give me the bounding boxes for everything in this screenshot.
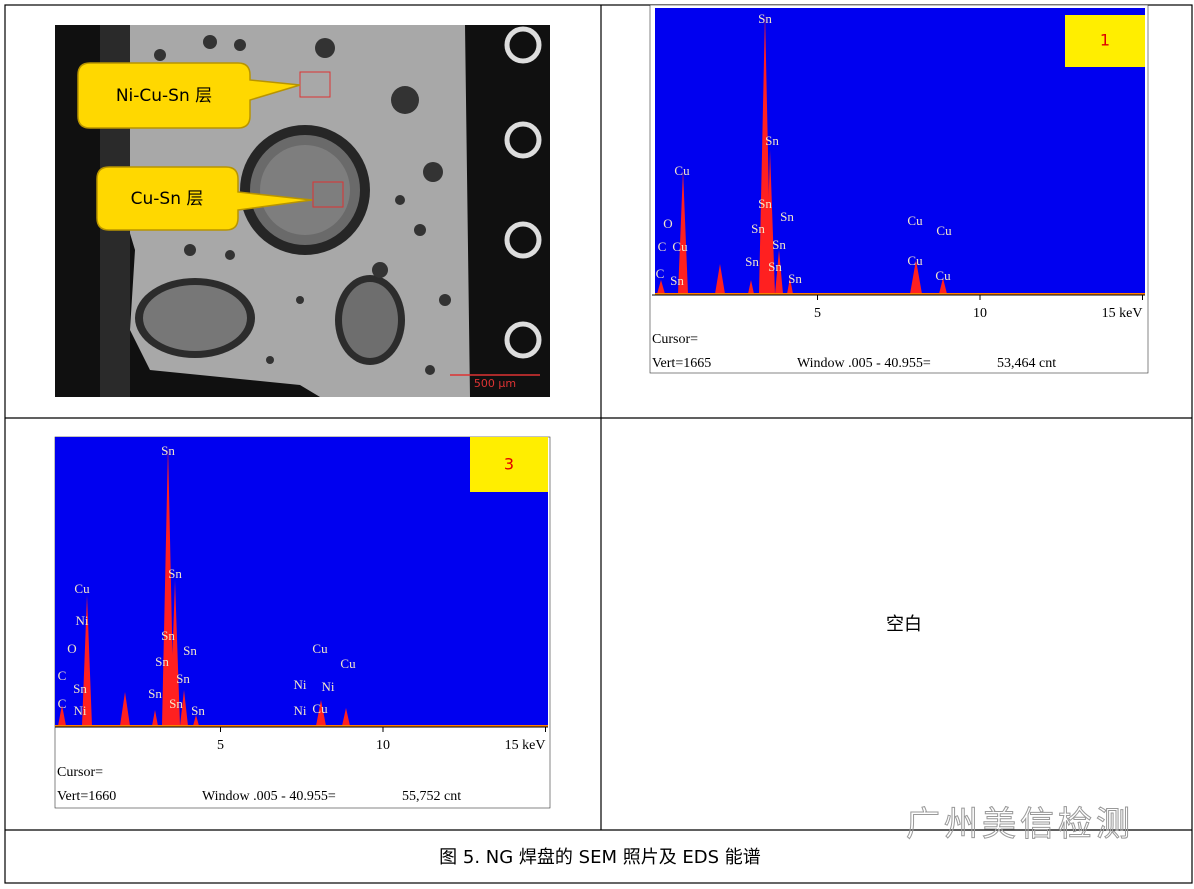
peak-label: Sn [148,686,162,701]
peak-label: C [658,239,667,254]
watermark: 广州美信检测 [906,805,1134,845]
peak-label: Cu [936,223,952,238]
callout-label: Cu-Sn 层 [131,189,204,209]
peak-label: Ni [322,679,335,694]
peak-label: Sn [758,196,772,211]
spectrum-id: 1 [1100,31,1110,50]
peak-label: Sn [745,254,759,269]
count-label: 53,464 cnt [997,356,1056,371]
peak-label: Cu [312,701,328,716]
peak-label: O [67,641,76,656]
tick-label: 5 [814,306,821,321]
tick-label: 5 [217,738,224,753]
tick-label: 10 [973,306,987,321]
sem-image: 500 μm Ni-Cu-Sn 层 Cu-Sn 层 [55,25,550,397]
callout-label: Ni-Cu-Sn 层 [116,86,212,106]
figure-caption: 图 5. NG 焊盘的 SEM 照片及 EDS 能谱 [439,847,761,868]
peak-label: C [58,696,67,711]
peak-label: Sn [788,271,802,286]
peak-label: Sn [169,696,183,711]
cursor-label: Cursor= [57,765,103,780]
peak-label: Cu [74,581,90,596]
page: 500 μm Ni-Cu-Sn 层 Cu-Sn 层 1SnSnCuOCCuSnS… [0,0,1194,885]
peak-label: Sn [758,11,772,26]
window-label: Window .005 - 40.955= [797,356,931,371]
peak-label: Sn [768,259,782,274]
window-label: Window .005 - 40.955= [202,789,336,804]
tick-label: 15 keV [1102,306,1143,321]
peak-label: Ni [294,677,307,692]
cursor-label: Cursor= [652,332,698,347]
peak-label: Cu [674,163,690,178]
spectrum-id: 3 [504,455,514,474]
peak-label: Sn [161,628,175,643]
count-label: 55,752 cnt [402,789,461,804]
tick-label: 10 [376,738,390,753]
peak-label: Sn [168,566,182,581]
peak-label: Cu [312,641,328,656]
peak-label: Sn [161,443,175,458]
peak-label: Sn [176,671,190,686]
scale-bar: 500 μm [474,377,516,390]
peak-label: Sn [751,221,765,236]
vert-label: Vert=1660 [57,789,116,804]
peak-label: Sn [765,133,779,148]
peak-label: Sn [73,681,87,696]
peak-label: Sn [772,237,786,252]
peak-label: C [58,668,67,683]
peak-label: Sn [670,273,684,288]
peak-label: Cu [935,268,951,283]
peak-label: Ni [76,613,89,628]
peak-label: Ni [294,703,307,718]
peak-label: Cu [907,213,923,228]
peak-label: Sn [155,654,169,669]
peak-label: C [656,266,665,281]
peak-label: Ni [74,703,87,718]
peak-label: O [663,216,672,231]
peak-label: Sn [780,209,794,224]
peak-label: Cu [907,253,923,268]
peak-label: Sn [183,643,197,658]
peak-label: Cu [672,239,688,254]
vert-label: Vert=1665 [652,356,711,371]
peak-label: Sn [191,703,205,718]
blank-cell: 空白 [886,614,922,635]
peak-label: Cu [340,656,356,671]
tick-label: 15 keV [505,738,546,753]
